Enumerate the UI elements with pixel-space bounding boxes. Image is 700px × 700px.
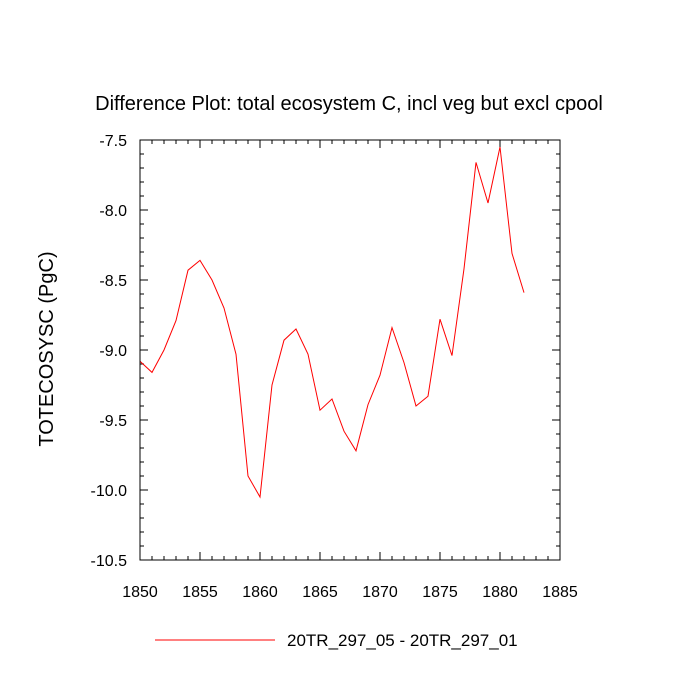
axis-ticks <box>139 139 561 561</box>
y-tick-label: -8.0 <box>99 203 127 220</box>
x-tick-label: 1870 <box>362 584 398 601</box>
x-tick-label: 1850 <box>122 584 158 601</box>
x-tick-label: 1865 <box>302 584 338 601</box>
y-tick-label: -10.5 <box>91 553 128 570</box>
series-lines <box>139 146 525 499</box>
y-tick-label: -7.5 <box>99 133 127 150</box>
legend-label: 20TR_297_05 - 20TR_297_01 <box>287 631 518 650</box>
y-tick-labels: -10.5 -10.0 -9.5 -9.0 -8.5 -8.0 -7.5 <box>91 133 128 570</box>
series-line <box>139 146 525 499</box>
legend: 20TR_297_05 - 20TR_297_01 <box>155 631 518 650</box>
x-tick-label: 1880 <box>482 584 518 601</box>
y-tick-label: -9.5 <box>99 413 127 430</box>
x-tick-labels: 1850 1855 1860 1865 1870 1875 1880 1885 <box>122 584 578 601</box>
plot-frame <box>139 139 561 561</box>
x-tick-label: 1885 <box>542 584 578 601</box>
y-axis-label: TOTECOSYSC (PgC) <box>36 251 58 446</box>
chart-title: Difference Plot: total ecosystem C, incl… <box>95 93 603 115</box>
x-tick-label: 1860 <box>242 584 278 601</box>
x-tick-label: 1875 <box>422 584 458 601</box>
x-tick-label: 1855 <box>182 584 218 601</box>
y-tick-label: -8.5 <box>99 273 127 290</box>
y-tick-label: -10.0 <box>91 483 128 500</box>
y-tick-label: -9.0 <box>99 343 127 360</box>
